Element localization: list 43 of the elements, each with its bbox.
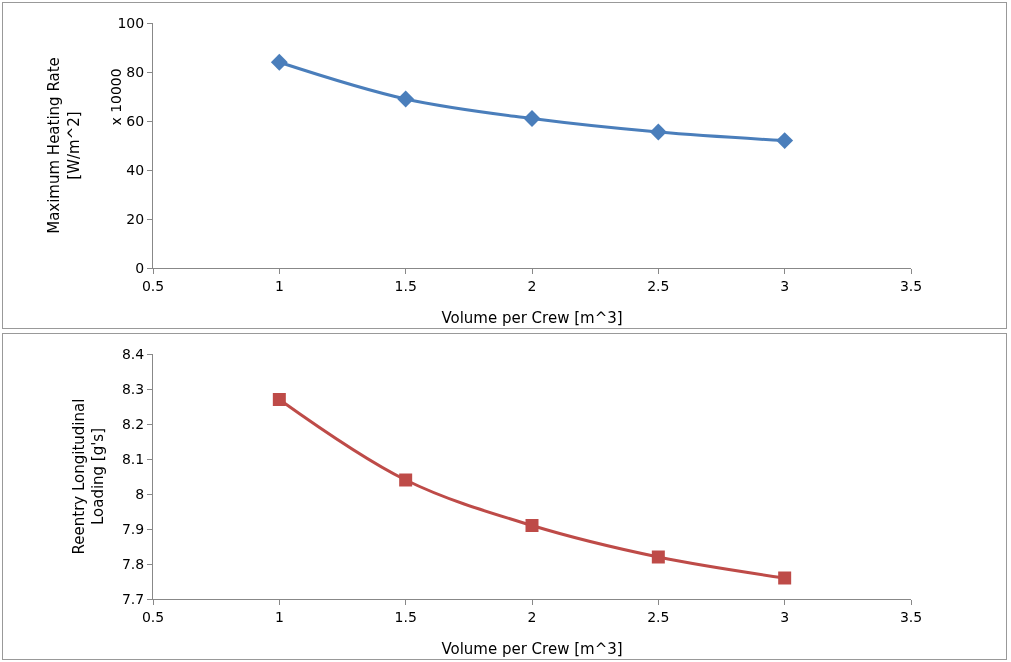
x-axis-title: Volume per Crew [m^3]: [441, 309, 623, 327]
point: [525, 519, 539, 532]
y-tick-label: 40: [126, 161, 145, 178]
x-axis-title: Volume per Crew [m^3]: [441, 640, 623, 658]
x-tick-label: 2: [527, 277, 537, 294]
x-tick-label: 2.5: [647, 277, 670, 294]
y-tick-label: 7.9: [121, 520, 145, 537]
x-tick-label: 3: [780, 608, 790, 625]
y-tick-label: 7.8: [121, 555, 145, 572]
y-tick-label: 60: [126, 112, 145, 129]
y-axis-title: Reentry Longitudinal Loading [g's]: [69, 398, 108, 555]
point: [270, 53, 288, 71]
point: [649, 123, 667, 141]
y-tick-label: 8.1: [121, 450, 145, 467]
point: [272, 393, 286, 406]
point: [397, 90, 415, 108]
x-tick-label: 0.5: [141, 277, 165, 294]
y-tick-label: 8: [135, 485, 145, 502]
point: [778, 571, 792, 585]
y-tick-label: 8.2: [121, 415, 145, 432]
x-tick-label: 1: [274, 608, 284, 625]
x-tick-label: 2: [527, 608, 537, 625]
point: [651, 550, 665, 564]
y-tick-label: 80: [126, 63, 145, 80]
y-tick-label: 100: [117, 14, 145, 31]
text: x 10000: [108, 68, 125, 126]
x-tick-label: 3.5: [899, 608, 923, 625]
point: [776, 132, 794, 150]
y-tick-label: 0: [135, 259, 145, 276]
y-tick-label: 20: [126, 210, 145, 227]
x-tick-label: 2.5: [647, 608, 670, 625]
x-tick-label: 1.5: [394, 608, 417, 625]
x-tick-label: 1.5: [394, 277, 417, 294]
x-tick-label: 3: [780, 277, 790, 294]
point: [399, 473, 413, 487]
y-tick-label: 8.3: [121, 380, 145, 397]
y-axis-title: Maximum Heating Rate [W/m^2]: [45, 57, 83, 234]
x-tick-label: 3.5: [899, 277, 923, 294]
y-tick-label: 7.7: [121, 590, 145, 607]
x-tick-label: 0.5: [141, 608, 165, 625]
point: [523, 110, 541, 127]
x-tick-label: 1: [274, 277, 284, 294]
y-tick-label: 8.4: [121, 345, 145, 362]
